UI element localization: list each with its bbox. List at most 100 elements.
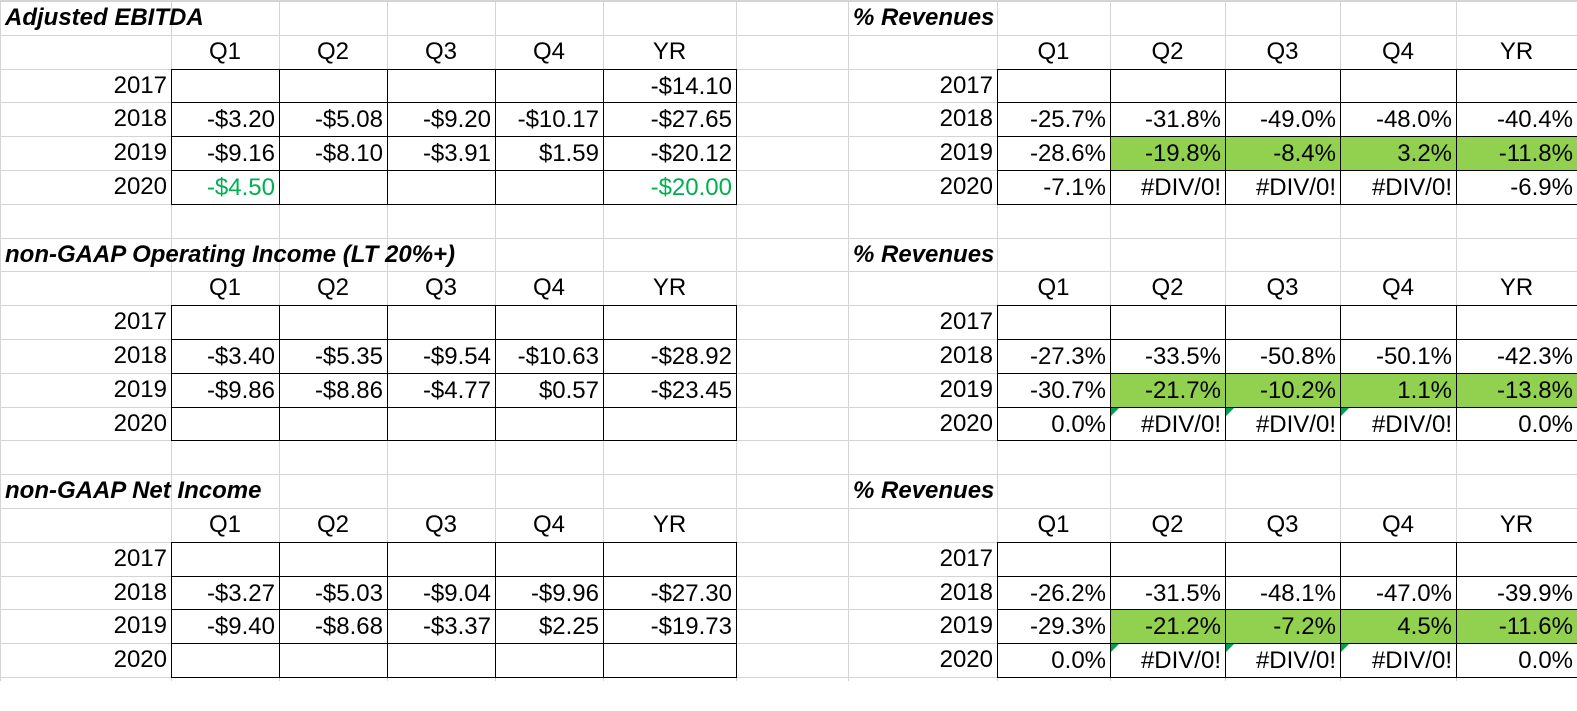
- data-cell[interactable]: [1110, 542, 1225, 576]
- column-header-q4[interactable]: Q4: [532, 38, 565, 65]
- data-cell[interactable]: -$27.65: [603, 102, 737, 136]
- column-header-q3[interactable]: Q3: [1266, 38, 1299, 65]
- column-header-q3[interactable]: Q3: [424, 38, 457, 65]
- data-cell[interactable]: [171, 305, 279, 339]
- data-cell[interactable]: -29.3%: [997, 609, 1110, 643]
- row-label-year[interactable]: 2020: [939, 173, 993, 200]
- data-cell[interactable]: [603, 643, 737, 678]
- section-title[interactable]: Adjusted EBITDA: [5, 4, 204, 31]
- data-cell[interactable]: [1225, 305, 1340, 339]
- column-header-q3[interactable]: Q3: [1266, 274, 1299, 301]
- row-label-year[interactable]: 2017: [113, 308, 167, 335]
- section-title[interactable]: % Revenues: [853, 241, 995, 268]
- data-cell[interactable]: -$4.77: [387, 373, 495, 407]
- row-label-year[interactable]: 2018: [113, 579, 167, 606]
- data-cell[interactable]: [1456, 305, 1577, 339]
- row-label-year[interactable]: 2018: [113, 105, 167, 132]
- data-cell[interactable]: [1456, 69, 1577, 102]
- column-header-q2[interactable]: Q2: [316, 511, 349, 538]
- column-header-q1[interactable]: Q1: [1037, 274, 1070, 301]
- data-cell[interactable]: #DIV/0!: [1110, 170, 1225, 205]
- data-cell[interactable]: [387, 69, 495, 102]
- data-cell[interactable]: -$3.20: [171, 102, 279, 136]
- data-cell[interactable]: -7.1%: [997, 170, 1110, 205]
- row-label-year[interactable]: 2018: [939, 105, 993, 132]
- column-header-q2[interactable]: Q2: [1151, 511, 1184, 538]
- data-cell[interactable]: [1340, 305, 1456, 339]
- data-cell[interactable]: -$3.27: [171, 576, 279, 609]
- column-header-yr[interactable]: YR: [1499, 274, 1534, 301]
- data-cell[interactable]: [997, 542, 1110, 576]
- data-cell[interactable]: -21.7%: [1110, 373, 1225, 407]
- data-cell[interactable]: $2.25: [495, 609, 603, 643]
- data-cell[interactable]: [997, 305, 1110, 339]
- data-cell[interactable]: -48.0%: [1340, 102, 1456, 136]
- row-label-year[interactable]: 2019: [939, 612, 993, 639]
- data-cell[interactable]: -8.4%: [1225, 136, 1340, 170]
- row-label-year[interactable]: 2018: [939, 342, 993, 369]
- column-header-q2[interactable]: Q2: [1151, 274, 1184, 301]
- data-cell[interactable]: -$20.12: [603, 136, 737, 170]
- column-header-q3[interactable]: Q3: [1266, 511, 1299, 538]
- column-header-q1[interactable]: Q1: [1037, 38, 1070, 65]
- data-cell[interactable]: -$3.40: [171, 339, 279, 373]
- data-cell[interactable]: -31.5%: [1110, 576, 1225, 609]
- column-header-q4[interactable]: Q4: [532, 511, 565, 538]
- data-cell[interactable]: -$9.16: [171, 136, 279, 170]
- data-cell[interactable]: -40.4%: [1456, 102, 1577, 136]
- data-cell[interactable]: -11.8%: [1456, 136, 1577, 170]
- data-cell[interactable]: [279, 542, 387, 576]
- data-cell[interactable]: -$27.30: [603, 576, 737, 609]
- data-cell[interactable]: -$10.17: [495, 102, 603, 136]
- row-label-year[interactable]: 2017: [939, 545, 993, 572]
- data-cell[interactable]: -$5.08: [279, 102, 387, 136]
- section-title[interactable]: % Revenues: [853, 477, 995, 504]
- data-cell[interactable]: $1.59: [495, 136, 603, 170]
- data-cell[interactable]: 0.0%: [1456, 407, 1577, 441]
- row-label-year[interactable]: 2020: [113, 410, 167, 437]
- data-cell[interactable]: [495, 407, 603, 441]
- data-cell[interactable]: [171, 542, 279, 576]
- data-cell[interactable]: [1456, 542, 1577, 576]
- column-header-q1[interactable]: Q1: [1037, 511, 1070, 538]
- data-cell[interactable]: -$5.35: [279, 339, 387, 373]
- column-header-q1[interactable]: Q1: [208, 274, 241, 301]
- data-cell[interactable]: -$4.50: [171, 170, 279, 205]
- data-cell[interactable]: [279, 407, 387, 441]
- data-cell[interactable]: -$8.68: [279, 609, 387, 643]
- data-cell[interactable]: -19.8%: [1110, 136, 1225, 170]
- data-cell[interactable]: -$5.03: [279, 576, 387, 609]
- data-cell[interactable]: -$20.00: [603, 170, 737, 205]
- data-cell[interactable]: [1340, 542, 1456, 576]
- data-cell[interactable]: [387, 542, 495, 576]
- data-cell[interactable]: -$3.37: [387, 609, 495, 643]
- column-header-q1[interactable]: Q1: [208, 511, 241, 538]
- data-cell[interactable]: -$19.73: [603, 609, 737, 643]
- row-label-year[interactable]: 2019: [113, 376, 167, 403]
- data-cell[interactable]: -21.2%: [1110, 609, 1225, 643]
- data-cell[interactable]: -39.9%: [1456, 576, 1577, 609]
- data-cell[interactable]: #DIV/0!: [1340, 407, 1456, 441]
- data-cell[interactable]: -42.3%: [1456, 339, 1577, 373]
- data-cell[interactable]: [387, 407, 495, 441]
- data-cell[interactable]: -49.0%: [1225, 102, 1340, 136]
- data-cell[interactable]: -$9.20: [387, 102, 495, 136]
- data-cell[interactable]: -7.2%: [1225, 609, 1340, 643]
- data-cell[interactable]: 1.1%: [1340, 373, 1456, 407]
- data-cell[interactable]: -$8.10: [279, 136, 387, 170]
- data-cell[interactable]: [495, 69, 603, 102]
- data-cell[interactable]: -26.2%: [997, 576, 1110, 609]
- data-cell[interactable]: -$9.04: [387, 576, 495, 609]
- data-cell[interactable]: [495, 170, 603, 205]
- data-cell[interactable]: -$10.63: [495, 339, 603, 373]
- column-header-yr[interactable]: YR: [1499, 38, 1534, 65]
- data-cell[interactable]: [1340, 69, 1456, 102]
- data-cell[interactable]: [603, 407, 737, 441]
- data-cell[interactable]: -$28.92: [603, 339, 737, 373]
- data-cell[interactable]: 3.2%: [1340, 136, 1456, 170]
- data-cell[interactable]: -31.8%: [1110, 102, 1225, 136]
- data-cell[interactable]: [387, 643, 495, 678]
- data-cell[interactable]: -$14.10: [603, 69, 737, 102]
- data-cell[interactable]: $0.57: [495, 373, 603, 407]
